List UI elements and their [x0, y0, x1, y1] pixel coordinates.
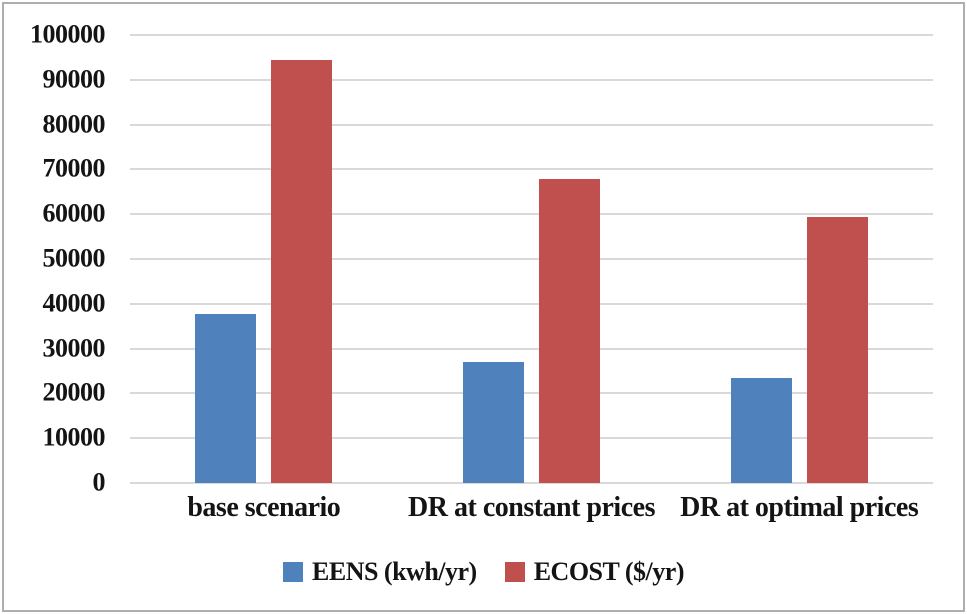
bar-eens-kwh-yr — [195, 313, 257, 483]
y-tick-label: 70000 — [42, 153, 106, 183]
gridline — [130, 78, 933, 81]
y-tick-label: 80000 — [42, 108, 106, 138]
legend: EENS (kwh/yr) ECOST ($/yr) — [0, 556, 967, 588]
plot-area — [130, 34, 933, 484]
y-tick-label: 60000 — [42, 198, 106, 228]
legend-item-ecost-yr: ECOST ($/yr) — [504, 556, 685, 588]
y-axis: 100000 90000 80000 70000 60000 50000 40000 3000… — [0, 19, 106, 496]
bar-groups — [130, 35, 933, 483]
gridline — [130, 347, 933, 350]
bar-group-dr-at-constant-prices — [398, 35, 666, 483]
bar-eens-kwh-yr — [463, 361, 524, 483]
bar-ecost-yr — [806, 216, 868, 483]
bar-group-dr-at-optimal-prices — [665, 35, 933, 483]
gridline — [130, 258, 933, 260]
legend-swatch-icon — [504, 562, 525, 582]
y-tick-label: 30000 — [42, 332, 106, 362]
gridline — [130, 34, 933, 36]
gridline — [130, 123, 933, 126]
gridline — [130, 168, 933, 171]
gridline — [130, 437, 933, 440]
gridline — [130, 392, 933, 395]
y-tick-label: 0 — [92, 467, 106, 497]
bar-ecost-yr — [539, 178, 600, 483]
y-tick-label: 100000 — [30, 19, 106, 49]
gridline — [130, 302, 933, 305]
x-category-label: DR at constant prices — [408, 492, 655, 523]
bar-ecost-yr — [271, 59, 333, 483]
bar-eens-kwh-yr — [730, 377, 792, 483]
legend-swatch-icon — [283, 562, 304, 582]
gridline — [130, 213, 933, 216]
gridlines — [130, 34, 933, 484]
x-category-label: DR at optimal prices — [680, 492, 919, 523]
y-tick-label: 40000 — [42, 288, 106, 318]
x-axis: base scenario DR at constant prices DR at … — [130, 492, 933, 524]
gridline — [130, 482, 933, 484]
x-category-label: base scenario — [187, 492, 341, 523]
y-tick-label: 90000 — [42, 64, 106, 94]
y-tick-label: 10000 — [42, 422, 106, 452]
bar-group-base-scenario — [130, 35, 398, 483]
legend-label: EENS (kwh/yr) — [312, 557, 477, 586]
y-tick-label: 20000 — [42, 377, 106, 407]
legend-item-eens-kwh-yr: EENS (kwh/yr) — [283, 556, 477, 588]
y-tick-label: 50000 — [42, 243, 106, 273]
legend-label: ECOST ($/yr) — [533, 557, 685, 586]
